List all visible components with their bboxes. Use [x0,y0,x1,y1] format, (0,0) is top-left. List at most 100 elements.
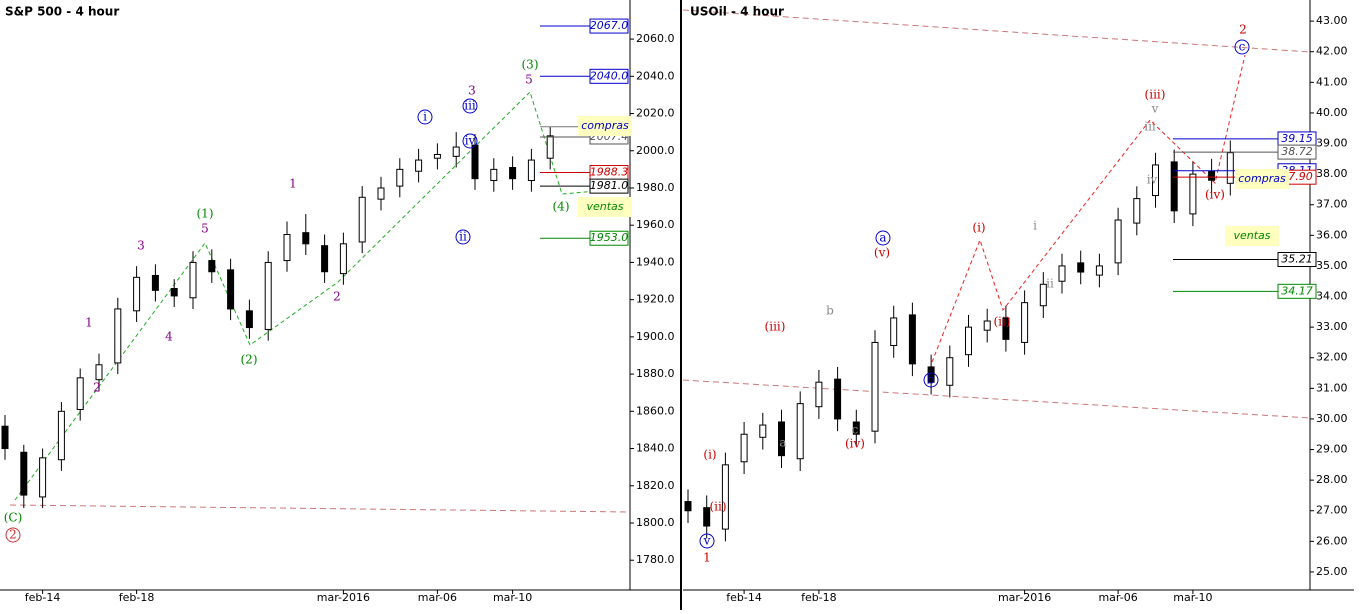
candle-body [1002,317,1010,340]
y-tick-label: 27.00 [1316,504,1348,517]
level-box [589,18,629,34]
candle-body [20,451,28,496]
candle-body [95,364,103,381]
level-label: 37.90 [1281,170,1313,183]
candle-body [264,261,272,330]
wave-label: 3 [468,84,476,98]
level-label: 1988.3 [590,166,629,179]
candle-body [321,245,329,273]
candle-body [721,464,729,530]
y-tick-label: 35.00 [1316,259,1348,272]
x-tick-label: feb-14 [25,591,61,604]
wave-circle [699,533,715,549]
candle-body [1189,173,1197,215]
wave-line [14,91,631,501]
wave-label: 2 [1239,23,1247,37]
candle-body [396,168,404,187]
candle-body [151,274,159,291]
channel-line [682,379,1311,419]
candle-body [39,457,47,498]
wave-label: iii [464,99,476,113]
level-label: 2067.0 [590,19,629,32]
wave-label: 1 [703,551,711,565]
y-tick-label: 30.00 [1316,412,1348,425]
x-tick-label: mar-06 [418,591,457,604]
wave-label: 5 [201,222,209,236]
y-tick-label: 26.00 [1316,534,1348,547]
wave-label: ventas [586,200,623,213]
y-tick-label: 41.00 [1316,75,1348,88]
wave-label: (i) [703,448,716,462]
wave-label: i [1033,219,1037,233]
candle-body [490,168,498,182]
candle-body [377,187,385,200]
wave-label: iv [1147,173,1158,187]
y-tick-label: 2020.0 [636,107,675,120]
level-box [589,178,629,194]
x-tick-label: feb-18 [119,591,155,604]
wave-circle [875,230,891,246]
x-tick-label: mar-2016 [317,591,370,604]
wave-label: 3 [137,239,145,253]
y-tick-label: 34.00 [1316,290,1348,303]
wave-circle [417,109,433,125]
candle-body [227,269,235,310]
wave-circle [1234,39,1250,55]
candle-body [339,243,347,275]
y-tick-label: 36.00 [1316,228,1348,241]
candle-body [1170,161,1178,212]
y-tick-label: 2000.0 [636,144,675,157]
candle-body [245,310,253,329]
y-tick-label: 1860.0 [636,404,675,417]
candle-body [114,308,122,364]
chart-title: S&P 500 - 4 hour [5,5,119,19]
candle-body [358,196,366,243]
wave-label: 1 [85,316,93,330]
level-label: 38.72 [1281,145,1313,158]
panel [682,0,1354,610]
candle-body [1208,170,1216,181]
candle-body [740,433,748,463]
wave-label: v [1151,102,1159,116]
wave-label: c [852,423,859,437]
wave-line [931,54,1246,363]
wave-label: (4) [553,200,570,214]
wave-label: 2 [9,528,17,542]
candle-body [852,421,860,435]
candle-body [133,276,141,312]
candle-body [1077,262,1085,273]
wave-label: (3) [522,58,539,72]
wave-label: a [879,231,886,245]
wave-label: (ii) [993,315,1010,329]
wave-label: b [826,304,834,318]
candle-body [890,317,898,346]
wave-label: 1 [289,177,297,191]
x-tick-label: feb-14 [726,591,762,604]
wave-label: c [1239,40,1246,54]
candle-body [452,146,460,157]
y-tick-label: 1800.0 [636,516,675,529]
wave-circle [455,229,471,245]
y-tick-label: 38.00 [1316,167,1348,180]
candle-body [834,378,842,420]
y-tick-label: 37.00 [1316,198,1348,211]
candle-body [927,366,935,383]
y-tick-label: 29.00 [1316,443,1348,456]
wave-label: (1) [197,207,214,221]
wave-circle [5,527,21,543]
candle-body [871,341,879,432]
candle-body [946,357,954,386]
candle-body [1021,302,1029,343]
wave-circle [462,133,478,149]
wave-label: compras [1238,172,1286,185]
candle-body [208,260,216,273]
x-tick-label: mar-10 [493,591,532,604]
wave-label: iv [465,134,476,148]
candle-body [1039,283,1047,307]
chart-title: USOil - 4 hour [690,5,784,19]
candle-body [1,425,9,450]
y-tick-label: 32.00 [1316,351,1348,364]
candle-body [1058,265,1066,282]
candle-body [1133,198,1141,224]
level-label: 34.17 [1281,284,1313,297]
